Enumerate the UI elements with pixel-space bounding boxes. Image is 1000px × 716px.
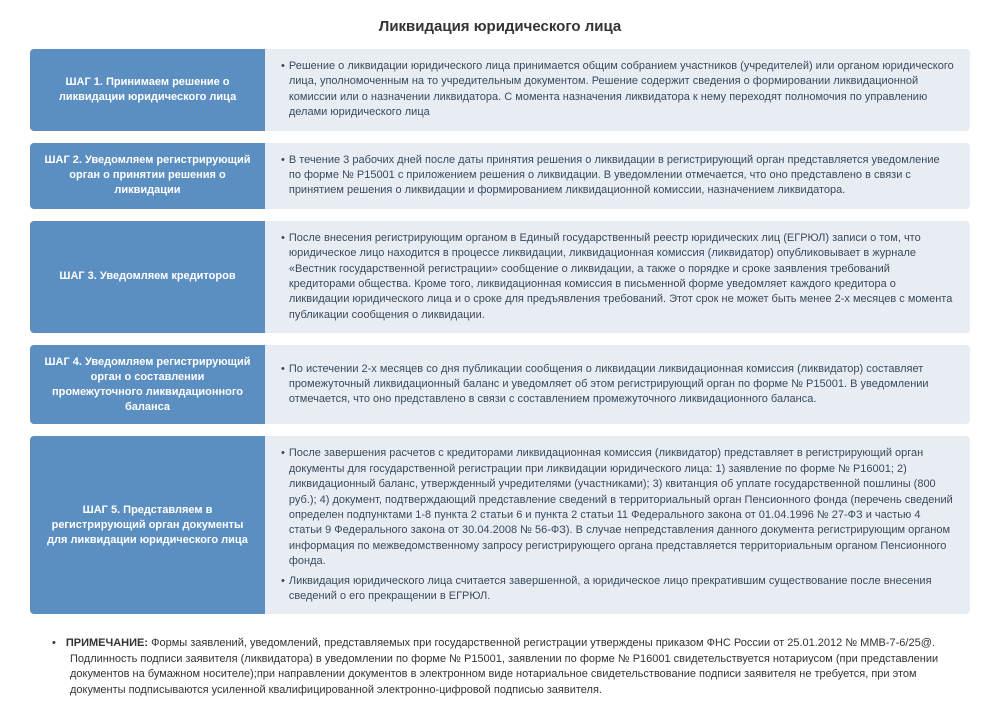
- step-item: •В течение 3 рабочих дней после даты при…: [281, 153, 954, 199]
- page-title: Ликвидация юридического лица: [30, 18, 970, 35]
- step-item: •Ликвидация юридического лица считается …: [281, 574, 954, 605]
- step-body: •В течение 3 рабочих дней после даты при…: [265, 143, 970, 209]
- note-text: Формы заявлений, уведомлений, представля…: [70, 637, 938, 695]
- step-body: •После завершения расчетов с кредиторами…: [265, 436, 970, 614]
- step-item-text: Ликвидация юридического лица считается з…: [289, 574, 954, 605]
- step-label: ШАГ 1. Принимаем решение о ликвидации юр…: [30, 49, 265, 131]
- step-label: ШАГ 5. Представляем в регистрирующий орг…: [30, 436, 265, 614]
- bullet-icon: •: [281, 153, 285, 199]
- bullet-icon: •: [281, 59, 285, 121]
- steps-container: ШАГ 1. Принимаем решение о ликвидации юр…: [30, 49, 970, 614]
- step-item-text: После завершения расчетов с кредиторами …: [289, 446, 954, 569]
- step-label: ШАГ 2. Уведомляем регистрирующий орган о…: [30, 143, 265, 209]
- bullet-icon: •: [281, 574, 285, 605]
- step-item: •Решение о ликвидации юридического лица …: [281, 59, 954, 121]
- step-item-text: По истечении 2-х месяцев со дня публикац…: [289, 362, 954, 408]
- step-body: •После внесения регистрирующим органом в…: [265, 221, 970, 333]
- step-label: ШАГ 3. Уведомляем кредиторов: [30, 221, 265, 333]
- bullet-icon: •: [281, 446, 285, 569]
- step-item-text: Решение о ликвидации юридического лица п…: [289, 59, 954, 121]
- bullet-icon: •: [281, 362, 285, 408]
- step-row: ШАГ 3. Уведомляем кредиторов•После внесе…: [30, 221, 970, 333]
- step-body: •Решение о ликвидации юридического лица …: [265, 49, 970, 131]
- note-block: • ПРИМЕЧАНИЕ: Формы заявлений, уведомлени…: [30, 636, 970, 698]
- step-body: •По истечении 2-х месяцев со дня публика…: [265, 345, 970, 424]
- step-row: ШАГ 5. Представляем в регистрирующий орг…: [30, 436, 970, 614]
- step-label: ШАГ 4. Уведомляем регистрирующий орган о…: [30, 345, 265, 424]
- step-item: •После внесения регистрирующим органом в…: [281, 231, 954, 323]
- step-row: ШАГ 4. Уведомляем регистрирующий орган о…: [30, 345, 970, 424]
- note-label: ПРИМЕЧАНИЕ:: [66, 637, 148, 649]
- step-row: ШАГ 1. Принимаем решение о ликвидации юр…: [30, 49, 970, 131]
- note-bullet: •: [52, 637, 56, 649]
- step-row: ШАГ 2. Уведомляем регистрирующий орган о…: [30, 143, 970, 209]
- step-item: •После завершения расчетов с кредиторами…: [281, 446, 954, 569]
- step-item: •По истечении 2-х месяцев со дня публика…: [281, 362, 954, 408]
- step-item-text: После внесения регистрирующим органом в …: [289, 231, 954, 323]
- step-item-text: В течение 3 рабочих дней после даты прин…: [289, 153, 954, 199]
- bullet-icon: •: [281, 231, 285, 323]
